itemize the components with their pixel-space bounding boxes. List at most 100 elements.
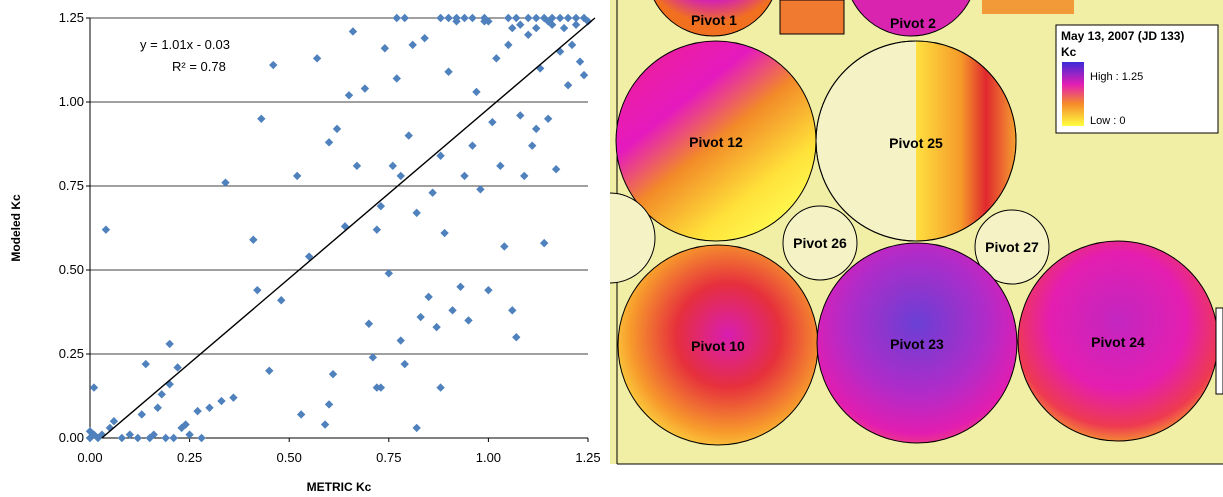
- data-point: [508, 23, 517, 33]
- pivot-top-right-field: [982, 0, 1074, 14]
- pivot-26-field: [782, 205, 858, 281]
- data-point: [277, 296, 286, 305]
- y-tick-label: 1.00: [59, 94, 84, 109]
- data-point: [109, 417, 119, 426]
- data-point: [193, 406, 202, 416]
- data-point: [532, 13, 541, 23]
- pivot-23-field: [816, 242, 1018, 444]
- data-point: [296, 410, 306, 419]
- data-point: [372, 225, 382, 234]
- data-point: [468, 141, 477, 150]
- data-point: [344, 91, 354, 100]
- map-legend: May 13, 2007 (JD 133) Kc High : 1.25 Low…: [1055, 24, 1219, 134]
- data-point: [567, 40, 577, 50]
- data-point: [229, 393, 238, 402]
- data-point: [484, 17, 493, 26]
- data-point: [141, 359, 150, 369]
- data-point: [165, 339, 174, 349]
- x-axis-ticks: 0.00 0.25 0.50 0.75 1.00 1.25: [77, 438, 601, 465]
- y-axis-ticks: 0.00 0.25 0.50 0.75 1.00 1.25: [59, 10, 90, 445]
- legend-high: High : 1.25: [1090, 71, 1143, 83]
- data-point: [137, 410, 146, 419]
- x-axis-title: METRIC Kc: [307, 480, 372, 494]
- data-point: [476, 185, 485, 194]
- data-point: [432, 322, 441, 332]
- data-point: [563, 13, 573, 23]
- x-tick-label: 0.25: [177, 450, 202, 465]
- legend-title: May 13, 2007 (JD 133): [1061, 29, 1184, 43]
- pivot-12-label: Pivot 12: [689, 134, 743, 150]
- data-point: [555, 47, 565, 56]
- data-point: [396, 336, 405, 345]
- y-axis-title: Modeled Kc: [9, 194, 23, 262]
- data-point: [265, 366, 274, 375]
- data-point: [392, 74, 401, 83]
- pivot-27-field: [974, 209, 1050, 285]
- data-point: [436, 13, 445, 23]
- trendline-equation: y = 1.01x - 0.03: [140, 37, 230, 52]
- data-point: [117, 433, 127, 443]
- data-point: [444, 13, 453, 23]
- data-point: [492, 54, 501, 63]
- data-point: [516, 111, 525, 120]
- data-point: [571, 13, 581, 23]
- data-point: [504, 13, 513, 23]
- data-point: [571, 20, 581, 29]
- data-point: [253, 285, 262, 295]
- data-point: [524, 30, 533, 39]
- data-point: [384, 269, 393, 278]
- data-point: [559, 23, 569, 33]
- pivot-25-label: Pivot 25: [889, 135, 943, 151]
- data-point: [89, 383, 99, 392]
- x-tick-label: 0.00: [77, 450, 102, 465]
- data-point: [444, 67, 453, 76]
- r-squared: R² = 0.78: [172, 59, 226, 74]
- kc-map: Pivot 1 Pivot 2 Pivot 12 Pivot 25 Pivot …: [610, 0, 1223, 465]
- data-point: [133, 433, 143, 443]
- trendline: [101, 17, 596, 439]
- data-point: [257, 114, 266, 123]
- legend-subtitle: Kc: [1061, 45, 1077, 59]
- data-point: [436, 151, 445, 160]
- data-point: [173, 363, 182, 372]
- data-point: [332, 124, 342, 134]
- data-point: [181, 420, 190, 429]
- data-point: [508, 306, 517, 315]
- data-point: [157, 390, 166, 399]
- data-point: [149, 430, 158, 439]
- data-point: [412, 423, 421, 433]
- pivot-10-label: Pivot 10: [691, 338, 745, 354]
- data-point: [360, 84, 370, 93]
- data-point: [388, 161, 397, 171]
- data-point: [516, 20, 525, 29]
- data-point: [169, 433, 178, 443]
- data-point: [440, 228, 449, 238]
- data-point: [532, 23, 541, 33]
- data-point: [563, 81, 573, 90]
- data-point: [392, 13, 401, 23]
- data-point: [408, 40, 417, 50]
- pivot-1-field: [653, 0, 773, 37]
- pivot-1-label: Pivot 1: [691, 12, 737, 28]
- data-point: [532, 124, 541, 134]
- data-point: [217, 396, 226, 406]
- data-point: [420, 33, 429, 43]
- data-point: [512, 333, 521, 342]
- data-point: [484, 285, 493, 295]
- data-point: [579, 70, 589, 80]
- data-point: [460, 171, 469, 181]
- data-point: [500, 242, 509, 251]
- pivot-27-label: Pivot 27: [985, 239, 1039, 255]
- data-point: [320, 420, 330, 429]
- x-tick-label: 0.50: [277, 450, 302, 465]
- data-point: [496, 161, 505, 171]
- data-point: [400, 359, 409, 369]
- data-point: [575, 57, 585, 66]
- data-points: [85, 13, 593, 443]
- data-point: [400, 13, 409, 23]
- data-point: [404, 131, 413, 140]
- data-point: [312, 54, 322, 63]
- data-point: [352, 161, 362, 171]
- data-point: [488, 117, 497, 127]
- data-point: [512, 13, 521, 23]
